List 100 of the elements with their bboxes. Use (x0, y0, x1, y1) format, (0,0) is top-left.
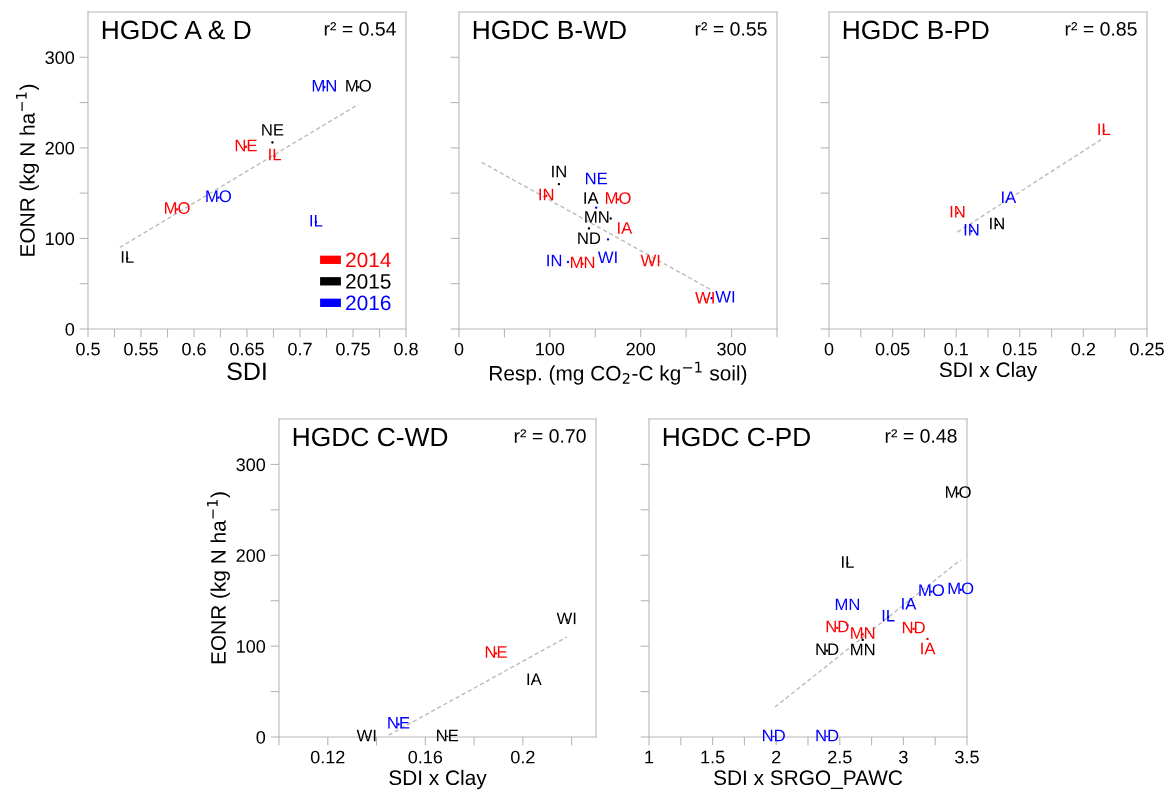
x-tick-label: 300 (717, 342, 746, 356)
data-label: ND (816, 729, 839, 742)
data-label: NE (262, 124, 284, 136)
data-label: IN (964, 224, 979, 236)
x-tick-label: 0.5 (76, 342, 100, 356)
data-label: NE (235, 139, 257, 152)
x-tick-label: 100 (536, 342, 565, 356)
data-label: IN (990, 217, 1004, 230)
x-tick-label: 0.55 (124, 342, 158, 356)
y-tick-label: 0 (65, 322, 75, 336)
x-axis-title: SDI x Clay (389, 769, 487, 790)
data-label: NE (585, 172, 608, 185)
point (271, 141, 274, 144)
data-label: MN (585, 211, 609, 223)
legend-label: 2016 (346, 295, 391, 311)
data-label: IN (950, 205, 965, 218)
x-tick-label: 1.5 (701, 750, 725, 764)
data-label: WI (640, 254, 660, 267)
data-label: IN (547, 254, 562, 267)
annotation: r² = 0.70 (514, 429, 586, 443)
y-tick-label: 200 (236, 549, 266, 563)
data-label: MN (851, 627, 875, 639)
x-tick-label: 0 (454, 342, 464, 356)
chart-title: HGDC B-PD (843, 20, 989, 40)
x-axis-title: SDI (227, 362, 266, 381)
x-tick-label: 0.25 (1130, 342, 1164, 356)
data-label: IN (552, 165, 566, 178)
annotation: r² = 0.54 (324, 22, 396, 36)
data-label: IA (527, 673, 542, 685)
x-tick-label: 200 (626, 342, 656, 356)
x-tick-label: 0.05 (875, 342, 910, 356)
data-label: MO (605, 192, 631, 204)
data-label: MN (851, 643, 875, 656)
x-tick-label: 0.1 (944, 342, 968, 356)
x-tick-label: 0.75 (336, 342, 370, 356)
chart-title: HGDC C-WD (293, 427, 448, 447)
data-label: WI (715, 291, 735, 303)
data-label: IL (1098, 123, 1111, 135)
annotation: r² = 0.85 (1065, 22, 1137, 36)
x-tick-label: 2 (772, 750, 781, 764)
y-tick-label: 100 (237, 640, 266, 653)
x-tick-label: 1 (645, 750, 654, 764)
data-label: IA (902, 598, 917, 610)
x-tick-label: 0.2 (511, 750, 535, 764)
data-label: IL (121, 251, 134, 263)
data-label: MN (312, 80, 336, 92)
data-label: NE (388, 717, 410, 729)
data-label: ND (826, 620, 849, 633)
y-tick-label: 100 (46, 232, 75, 246)
legend-label: 2014 (346, 252, 391, 268)
data-label: WI (695, 291, 714, 304)
data-label: NE (485, 646, 507, 658)
data-label: IL (882, 609, 895, 622)
x-tick-label: 2.5 (828, 750, 852, 764)
legend-label: 2015 (346, 274, 391, 289)
annotation: r² = 0.48 (885, 429, 957, 443)
x-axis-title: SDI x Clay (939, 361, 1038, 382)
data-label: MO (164, 202, 190, 214)
data-label: IL (842, 556, 854, 568)
data-label: ND (578, 232, 601, 244)
data-label: ND (762, 729, 785, 742)
x-tick-label: 0.6 (182, 342, 206, 356)
data-label: IA (1002, 191, 1017, 203)
data-label: ND (902, 621, 925, 634)
y-axis-title: EONR (kg N ha$^{−1}$) (16, 84, 39, 256)
y-tick-label: 200 (45, 141, 75, 155)
x-tick-label: 0.12 (310, 750, 345, 764)
y-tick-label: 300 (236, 458, 266, 472)
data-label: IA (618, 222, 633, 234)
annotation: r² = 0.55 (695, 22, 767, 36)
y-tick-label: 0 (256, 730, 266, 744)
data-label: IA (584, 192, 599, 204)
x-tick-label: 0.15 (1002, 342, 1037, 356)
x-tick-label: 3 (899, 750, 908, 764)
data-label: MO (206, 190, 232, 203)
point (926, 637, 929, 641)
data-label: MO (346, 79, 371, 92)
x-tick-label: 0 (824, 342, 834, 356)
data-label: IL (310, 214, 323, 227)
data-label: NE (437, 729, 459, 742)
chart-title: HGDC A & D (102, 20, 251, 40)
x-tick-label: 3.5 (955, 750, 979, 764)
x-axis-title: Resp. (mg CO$_{2}$-C kg$^{−1}$ soil) (490, 361, 747, 385)
x-tick-label: 0.7 (288, 342, 312, 356)
y-tick-label: 300 (45, 51, 75, 65)
x-tick-label: 0.16 (408, 750, 443, 764)
data-label: WI (356, 729, 376, 742)
x-tick-label: 0.65 (230, 342, 264, 356)
point (594, 206, 598, 209)
data-label: IN (539, 188, 554, 201)
point (587, 227, 591, 230)
x-tick-label: 0.2 (1071, 342, 1096, 356)
x-axis-title: SDI x SRGO_PAWC (714, 770, 903, 790)
data-label: MO (948, 582, 974, 595)
data-label: ND (816, 643, 839, 655)
data-label: WI (597, 251, 617, 264)
data-label: MN (570, 256, 595, 269)
data-label: MN (835, 598, 860, 611)
data-label: MO (919, 584, 945, 597)
data-label: MO (946, 486, 971, 498)
